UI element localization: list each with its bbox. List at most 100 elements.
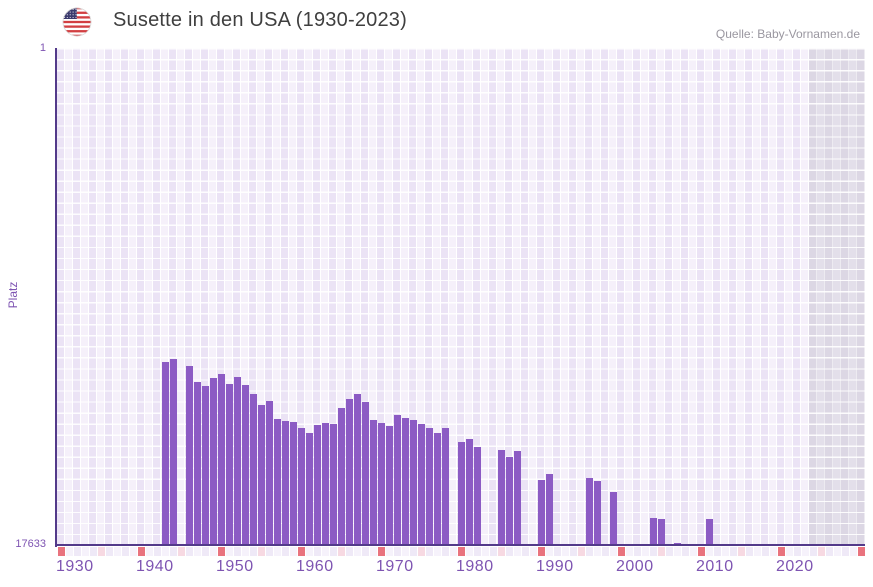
strip-cell-1938 bbox=[121, 547, 129, 556]
x-axis-line bbox=[55, 544, 865, 547]
bar-1948[interactable] bbox=[201, 385, 209, 545]
strip-marker-major-2030 bbox=[857, 547, 865, 556]
x-tick-2000: 2000 bbox=[616, 558, 654, 575]
strip-marker-major-1960 bbox=[297, 547, 305, 556]
strip-cell-1963 bbox=[321, 547, 329, 556]
strip-cell-1981 bbox=[465, 547, 473, 556]
bar-1981[interactable] bbox=[465, 438, 473, 545]
bar-1999[interactable] bbox=[609, 492, 617, 545]
bar-1991[interactable] bbox=[545, 474, 553, 545]
strip-marker-minor-2005 bbox=[657, 547, 665, 556]
bar-1947[interactable] bbox=[193, 381, 201, 545]
bar-1978[interactable] bbox=[441, 427, 449, 545]
strip-cell-1939 bbox=[129, 547, 137, 556]
y-axis-min-label: 17633 bbox=[15, 538, 46, 550]
bar-1975[interactable] bbox=[417, 423, 425, 545]
bar-1985[interactable] bbox=[497, 450, 505, 545]
x-tick-2010: 2010 bbox=[696, 558, 734, 575]
strip-cell-2004 bbox=[649, 547, 657, 556]
bar-1974[interactable] bbox=[409, 420, 417, 545]
bar-1946[interactable] bbox=[185, 365, 193, 545]
strip-cell-2026 bbox=[825, 547, 833, 556]
strip-marker-minor-1955 bbox=[257, 547, 265, 556]
strip-cell-2003 bbox=[641, 547, 649, 556]
bar-1944[interactable] bbox=[169, 359, 177, 545]
strip-cell-1933 bbox=[81, 547, 89, 556]
y-axis-title: Platz bbox=[6, 281, 20, 309]
bar-1954[interactable] bbox=[249, 393, 257, 545]
bar-1956[interactable] bbox=[265, 401, 273, 545]
bar-1967[interactable] bbox=[353, 393, 361, 545]
strip-cell-1999 bbox=[609, 547, 617, 556]
strip-cell-1942 bbox=[153, 547, 161, 556]
strip-marker-major-1980 bbox=[457, 547, 465, 556]
y-axis-max-label: 1 bbox=[39, 42, 46, 54]
bar-1972[interactable] bbox=[393, 414, 401, 545]
strip-cell-2016 bbox=[745, 547, 753, 556]
bar-1969[interactable] bbox=[369, 420, 377, 545]
bar-1961[interactable] bbox=[305, 433, 313, 545]
bar-1968[interactable] bbox=[361, 401, 369, 545]
bar-2004[interactable] bbox=[649, 518, 657, 545]
strip-cell-1974 bbox=[409, 547, 417, 556]
strip-cell-1953 bbox=[241, 547, 249, 556]
y-axis-line bbox=[55, 48, 58, 547]
strip-cell-1992 bbox=[553, 547, 561, 556]
bar-1962[interactable] bbox=[313, 425, 321, 545]
strip-cell-1994 bbox=[569, 547, 577, 556]
bar-1970[interactable] bbox=[377, 423, 385, 545]
bar-1959[interactable] bbox=[289, 422, 297, 545]
strip-cell-2007 bbox=[673, 547, 681, 556]
bar-1976[interactable] bbox=[425, 427, 433, 545]
strip-marker-major-1940 bbox=[137, 547, 145, 556]
bar-1958[interactable] bbox=[281, 421, 289, 545]
bar-1964[interactable] bbox=[329, 423, 337, 545]
strip-marker-minor-1975 bbox=[417, 547, 425, 556]
bar-2005[interactable] bbox=[657, 519, 665, 545]
bar-1943[interactable] bbox=[161, 361, 169, 545]
bar-1977[interactable] bbox=[433, 433, 441, 545]
bar-2007[interactable] bbox=[673, 542, 681, 545]
strip-cell-1936 bbox=[105, 547, 113, 556]
bar-1987[interactable] bbox=[513, 451, 521, 545]
strip-cell-2014 bbox=[729, 547, 737, 556]
strip-marker-major-2000 bbox=[617, 547, 625, 556]
bar-1980[interactable] bbox=[457, 441, 465, 545]
strip-cell-1937 bbox=[113, 547, 121, 556]
bar-1997[interactable] bbox=[593, 480, 601, 545]
strip-cell-2012 bbox=[713, 547, 721, 556]
strip-cell-2013 bbox=[721, 547, 729, 556]
bar-1957[interactable] bbox=[273, 418, 281, 545]
strip-cell-1944 bbox=[169, 547, 177, 556]
strip-cell-1984 bbox=[489, 547, 497, 556]
bar-1973[interactable] bbox=[401, 418, 409, 545]
strip-cell-1998 bbox=[601, 547, 609, 556]
bar-1990[interactable] bbox=[537, 480, 545, 545]
bar-1953[interactable] bbox=[241, 385, 249, 545]
strip-cell-1978 bbox=[441, 547, 449, 556]
bar-1949[interactable] bbox=[209, 378, 217, 545]
x-tick-1970: 1970 bbox=[376, 558, 414, 575]
bar-1960[interactable] bbox=[297, 427, 305, 545]
strip-cell-2017 bbox=[753, 547, 761, 556]
strip-cell-1961 bbox=[305, 547, 313, 556]
bar-1965[interactable] bbox=[337, 408, 345, 545]
bar-1982[interactable] bbox=[473, 447, 481, 545]
x-tick-1940: 1940 bbox=[136, 558, 174, 575]
strip-cell-1991 bbox=[545, 547, 553, 556]
bar-1963[interactable] bbox=[321, 423, 329, 545]
strip-cell-1973 bbox=[401, 547, 409, 556]
bar-1986[interactable] bbox=[505, 456, 513, 545]
strip-cell-1948 bbox=[201, 547, 209, 556]
bar-1951[interactable] bbox=[225, 383, 233, 545]
bar-1955[interactable] bbox=[257, 405, 265, 545]
strip-cell-2009 bbox=[689, 547, 697, 556]
bar-2011[interactable] bbox=[705, 519, 713, 545]
bar-1952[interactable] bbox=[233, 377, 241, 545]
strip-cell-1969 bbox=[369, 547, 377, 556]
bar-1971[interactable] bbox=[385, 425, 393, 545]
bar-1996[interactable] bbox=[585, 477, 593, 545]
strip-marker-major-2010 bbox=[697, 547, 705, 556]
bar-1966[interactable] bbox=[345, 399, 353, 545]
bar-1950[interactable] bbox=[217, 373, 225, 545]
